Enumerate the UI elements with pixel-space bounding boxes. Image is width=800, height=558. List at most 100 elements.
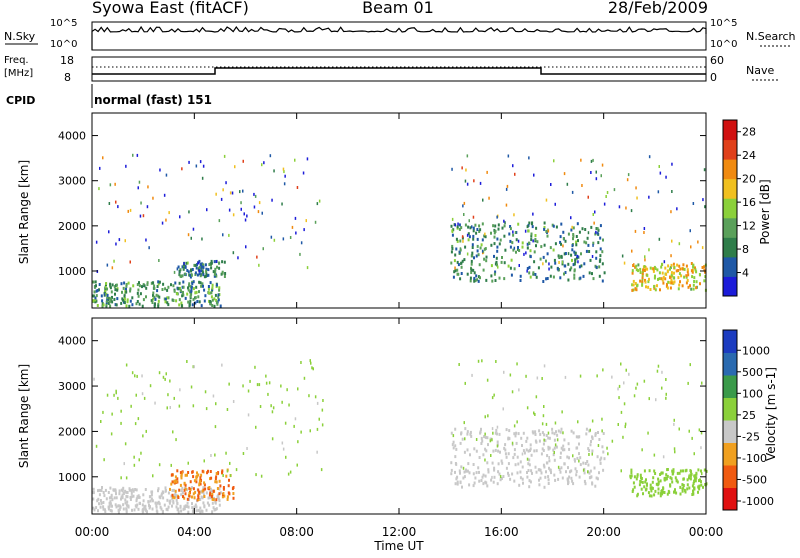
- power-cell-480: [470, 262, 473, 266]
- power-cell-837: [685, 264, 688, 268]
- velocity-cell-468: [480, 479, 483, 482]
- velocity-cell-406: [197, 494, 200, 498]
- velocity-cell-233: [110, 509, 113, 513]
- noise-right-tick-bottom: 10^0: [710, 39, 737, 50]
- power-cell-962: [295, 231, 297, 235]
- velocity-cell-67: [117, 504, 120, 508]
- power-cell-740: [686, 270, 689, 274]
- velocity-cell-615: [517, 432, 520, 436]
- velocity-cell-719: [460, 465, 463, 469]
- velocity-cell-807: [675, 478, 678, 482]
- velocity-colorbar-frame: [722, 329, 738, 511]
- velocity-cell-890: [640, 480, 642, 484]
- velocity-cell-413: [560, 427, 563, 431]
- velocity-cell-1158: [247, 389, 250, 393]
- velocity-cell-715: [489, 437, 492, 441]
- power-cell-635: [464, 245, 467, 249]
- velocity-cell-980: [701, 381, 703, 385]
- velocity-cell-175: [97, 497, 100, 501]
- power-cell-358: [199, 263, 202, 267]
- velocity-cell-270: [143, 505, 146, 509]
- velocity-cell-462: [588, 471, 591, 475]
- power-cell-1129: [240, 207, 242, 211]
- velocity-cell-870: [648, 469, 651, 473]
- velocity-cell-699: [567, 466, 569, 470]
- velocity-cell-13: [111, 498, 114, 502]
- velocity-cell-1133: [464, 437, 466, 441]
- velocity-cell-960: [541, 377, 543, 380]
- velocity-cell-1015: [115, 389, 117, 393]
- velocity-cell-215: [151, 507, 154, 511]
- velocity-cell-25: [215, 507, 218, 511]
- power-cell-873: [513, 246, 516, 250]
- power-cell-884: [648, 195, 650, 199]
- power-cell-346: [212, 270, 215, 274]
- velocity-cell-800: [694, 479, 697, 483]
- power-cell-1034: [526, 269, 528, 273]
- velocity-cell-142: [134, 488, 137, 491]
- power-cell-20: [94, 300, 97, 304]
- power-cell-903: [303, 228, 305, 232]
- velocity-cell-735: [456, 480, 459, 484]
- power-cell-699: [459, 239, 462, 243]
- power-cell-945: [176, 267, 179, 271]
- power-cell-59: [182, 280, 185, 284]
- power-cell-520: [545, 277, 548, 281]
- velocity-cell-778: [692, 492, 695, 496]
- velocity-cell-290: [215, 480, 218, 484]
- velocity-cell-264: [137, 495, 140, 499]
- velocity-cell-48: [113, 496, 116, 500]
- velocity-cell-552: [542, 449, 545, 452]
- power-cell-993: [545, 198, 548, 202]
- power-cell-588: [472, 237, 475, 241]
- velocity-cell-869: [693, 474, 696, 478]
- power-cell-935: [603, 202, 606, 206]
- velocity-cell-225: [126, 495, 129, 499]
- power-cell-334: [210, 266, 213, 270]
- velocity-cell-57: [214, 508, 217, 511]
- velocity-cell-446: [472, 463, 475, 466]
- velocity-cell-528: [539, 468, 542, 472]
- power-cell-446: [456, 239, 459, 243]
- velocity-cell-641: [518, 483, 521, 487]
- velocity-cell-445: [530, 453, 533, 457]
- velocity-cell-326: [207, 469, 209, 473]
- power-cell-664: [496, 263, 498, 267]
- velocity-cell-1020: [93, 377, 95, 381]
- velocity-cell-34: [186, 488, 189, 492]
- velocity-cell-145: [193, 505, 196, 509]
- power-cell-679: [562, 237, 565, 240]
- power-cell-685: [490, 243, 493, 247]
- velocity-cell-834: [684, 469, 687, 473]
- velocity-cell-1142: [322, 399, 324, 402]
- velocity-cell-571: [521, 477, 524, 481]
- power-cell-1068: [261, 163, 263, 167]
- velocity-cell-282: [184, 492, 187, 496]
- velocity-cell-983: [620, 469, 622, 473]
- power-cell-515: [573, 250, 576, 254]
- velocity-cell-102: [167, 505, 170, 509]
- power-cell-799: [665, 272, 668, 276]
- power-cell-612: [574, 251, 577, 255]
- velocity-cell-630: [559, 470, 562, 474]
- power-cell-514: [534, 273, 537, 276]
- velocity-cell-1125: [256, 383, 259, 387]
- velocity-cell-42: [97, 489, 99, 493]
- power-cell-569: [458, 223, 461, 227]
- power-cell-60: [104, 289, 107, 292]
- velocity-cell-352: [170, 482, 173, 486]
- power-cell-507: [456, 225, 459, 229]
- velocity-cell-873: [654, 489, 657, 493]
- power-cell-950: [454, 266, 456, 270]
- power-cell-95: [129, 287, 132, 291]
- velocity-cell-965: [620, 362, 622, 366]
- power-cell-537: [572, 233, 575, 236]
- velocity-cell-998: [673, 422, 675, 426]
- power-cell-363: [178, 269, 181, 273]
- velocity-cell-63: [108, 501, 111, 505]
- velocity-cell-1126: [601, 417, 603, 421]
- velocity-cell-562: [547, 482, 550, 485]
- power-cell-1092: [648, 248, 650, 252]
- velocity-cell-1004: [267, 392, 269, 396]
